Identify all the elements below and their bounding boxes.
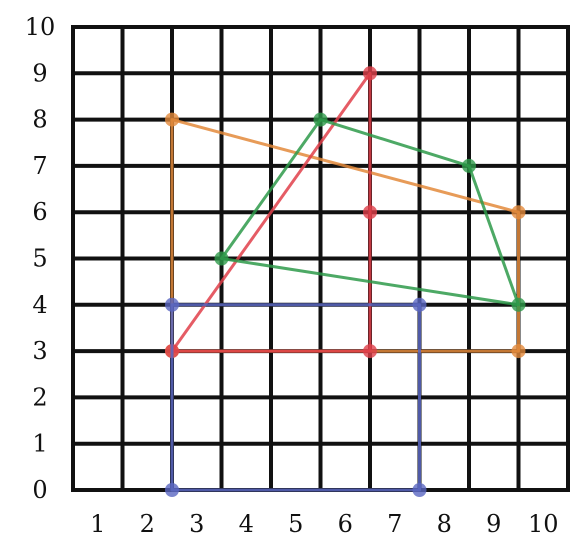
x-tick-label: 7 [387,510,402,538]
y-tick-label: 4 [32,291,47,319]
y-axis-tick-labels: 0 1 2 3 4 5 6 7 8 9 10 [25,13,56,504]
shape-vertex-dot [165,297,179,312]
x-axis-tick-labels: 1 2 3 4 5 6 7 8 9 10 [90,510,558,538]
x-tick-label: 5 [288,510,303,538]
shape-vertex-dot [462,158,476,173]
x-tick-label: 9 [486,510,501,538]
shape-vertex-dot [363,344,377,359]
y-tick-label: 5 [32,245,47,273]
shape-vertex-dot [363,66,377,81]
x-tick-label: 6 [338,510,353,538]
x-tick-label: 4 [239,510,254,538]
y-tick-label: 2 [32,383,47,411]
shape-vertex-dot [511,297,526,312]
shape-vertex-dot [313,112,328,127]
y-tick-label: 8 [32,106,47,134]
drawn-shapes [165,66,526,497]
y-tick-label: 1 [32,430,47,458]
y-tick-label: 6 [32,198,47,226]
shape-vertex-dot [511,344,526,359]
x-tick-label: 3 [189,510,204,538]
x-tick-label: 10 [528,510,559,538]
x-tick-label: 1 [90,510,105,538]
y-tick-label: 0 [32,476,47,504]
shape-vertex-dot [165,483,179,497]
shape-vertex-dot [511,205,526,220]
shape-vertex-dot [165,112,179,127]
y-tick-label: 10 [25,13,56,41]
shape-vertex-dot [363,205,377,220]
shape-vertex-dot [412,483,427,497]
shape-vertex-dot [214,251,229,266]
x-tick-label: 2 [140,510,155,538]
x-tick-label: 8 [437,510,452,538]
y-tick-label: 3 [32,337,47,365]
y-tick-label: 7 [32,152,47,180]
shape-vertex-dot [412,297,427,312]
y-tick-label: 9 [32,59,47,87]
